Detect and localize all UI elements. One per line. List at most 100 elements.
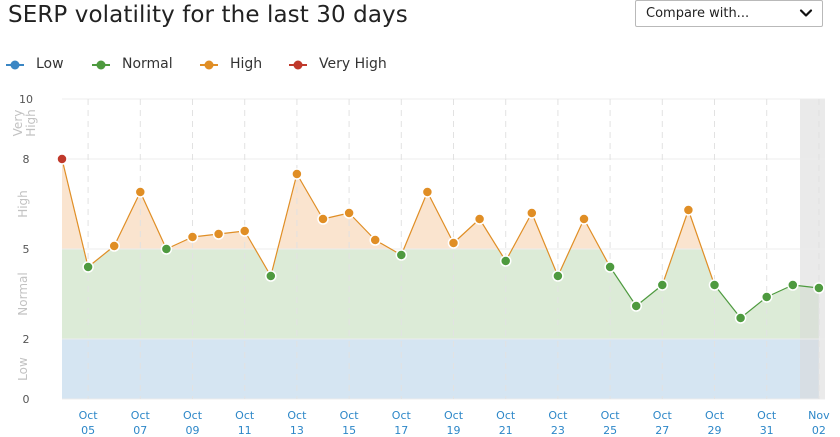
data-point (186, 231, 199, 243)
x-tick-label-day: 19 (447, 424, 461, 437)
band-axis-label: Normal (16, 272, 30, 315)
compare-dropdown[interactable]: Compare with... (635, 0, 823, 27)
data-point (630, 300, 642, 312)
series-line-segment (244, 230, 272, 277)
x-tick-label-day: 23 (551, 424, 565, 437)
data-point (734, 312, 747, 324)
x-tick-label-day: 21 (499, 424, 513, 437)
legend-label-low: Low (36, 56, 64, 72)
y-tick-label: 0 (23, 393, 30, 406)
x-tick-label-day: 05 (81, 424, 95, 437)
legend-marker-very-high (289, 60, 307, 70)
compare-dropdown-label: Compare with... (646, 6, 750, 21)
band-axis-label: High (24, 109, 38, 137)
series-line-segment (139, 191, 167, 250)
data-point (604, 261, 616, 273)
data-point (447, 237, 460, 249)
x-tick-label-day: 02 (812, 424, 826, 437)
band-low (62, 339, 819, 399)
band-very-high (62, 99, 819, 159)
data-point (56, 153, 68, 165)
x-tick-label-month: Nov (808, 409, 830, 422)
x-tick-label-day: 27 (655, 424, 669, 437)
legend-label-very-high: Very High (319, 56, 387, 72)
legend-marker-low (6, 60, 24, 70)
series-line-segment (661, 209, 689, 286)
x-tick-label-day: 13 (290, 424, 304, 437)
x-tick-label-month: Oct (444, 409, 464, 422)
data-point (787, 279, 799, 291)
data-point (760, 291, 773, 303)
data-point (369, 234, 381, 246)
data-point (343, 207, 355, 219)
series-line-segment (426, 191, 455, 244)
data-point (160, 243, 173, 255)
x-tick-label-day: 29 (708, 424, 722, 437)
y-tick-label: 10 (19, 93, 33, 106)
data-point (421, 186, 434, 198)
x-tick-label-month: Oct (757, 409, 777, 422)
data-point (238, 225, 251, 237)
series-line-segment (270, 173, 298, 277)
x-tick-label-month: Oct (235, 409, 255, 422)
data-point (82, 261, 94, 273)
series-line-segment (531, 212, 559, 277)
data-point (473, 213, 486, 225)
series-line-segment (348, 212, 376, 241)
data-point (682, 204, 695, 216)
x-tick-label-month: Oct (392, 409, 412, 422)
page-title: SERP volatility for the last 30 days (8, 2, 408, 28)
band-axis-label: Very (11, 110, 25, 137)
series-line-segment (609, 266, 637, 307)
legend-marker-high (200, 60, 218, 70)
data-point (708, 279, 721, 291)
x-tick-label-month: Oct (183, 409, 203, 422)
x-tick-label-month: Oct (79, 409, 99, 422)
data-point (656, 279, 669, 291)
data-point (552, 270, 564, 282)
series-line-segment (557, 218, 585, 277)
band-axis-label: Low (16, 357, 30, 381)
data-point (317, 213, 329, 225)
legend-label-normal: Normal (122, 56, 173, 72)
series-line-segment (61, 158, 89, 268)
series-line-segment (687, 209, 716, 286)
band-axis-label: High (16, 190, 30, 218)
x-tick-label-month: Oct (287, 409, 307, 422)
x-tick-label-day: 15 (342, 424, 356, 437)
chevron-down-icon (799, 9, 813, 17)
x-tick-label-month: Oct (496, 409, 516, 422)
x-tick-label-month: Oct (653, 409, 673, 422)
band-normal (62, 249, 819, 339)
x-tick-label-month: Oct (705, 409, 725, 422)
x-tick-label-day: 31 (760, 424, 774, 437)
data-point (499, 255, 512, 267)
x-tick-label-month: Oct (131, 409, 151, 422)
data-point (526, 207, 538, 219)
series-line-segment (583, 218, 611, 268)
x-tick-label-day: 09 (186, 424, 200, 437)
x-tick-label-day: 07 (133, 424, 147, 437)
data-point (578, 213, 590, 225)
data-point (813, 282, 825, 294)
series-line-segment (505, 212, 533, 262)
x-tick-label-day: 17 (394, 424, 408, 437)
band-axis-label-group: Very High (11, 109, 38, 137)
x-tick-label-month: Oct (548, 409, 568, 422)
x-tick-label-day: 11 (238, 424, 252, 437)
x-tick-label-month: Oct (340, 409, 360, 422)
data-point (265, 270, 277, 282)
data-point (291, 168, 303, 180)
data-point (212, 228, 225, 240)
series-line-segment (400, 191, 428, 256)
series-line-segment (714, 284, 742, 319)
data-point (134, 186, 147, 198)
y-tick-label: 2 (23, 333, 30, 346)
legend-marker-normal (92, 60, 110, 70)
y-tick-label: 5 (23, 243, 30, 256)
band-high (62, 159, 819, 249)
data-point (395, 249, 408, 261)
x-tick-label-month: Oct (601, 409, 621, 422)
series-line-segment (113, 191, 141, 247)
